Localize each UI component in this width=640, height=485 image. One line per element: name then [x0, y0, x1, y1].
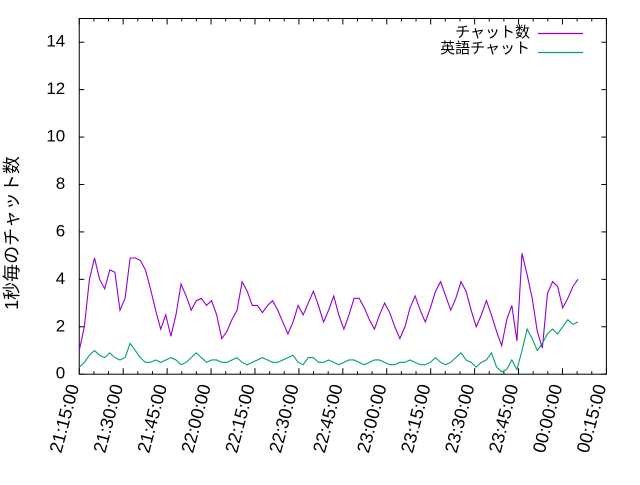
svg-text:0: 0: [56, 364, 65, 383]
svg-text:14: 14: [46, 32, 65, 51]
svg-text:8: 8: [56, 174, 65, 193]
svg-text:12: 12: [46, 79, 65, 98]
svg-text:10: 10: [46, 127, 65, 146]
svg-text:4: 4: [56, 269, 65, 288]
svg-text:2: 2: [56, 316, 65, 335]
svg-text:1秒毎のチャット数: 1秒毎のチャット数: [2, 156, 22, 310]
svg-text:6: 6: [56, 221, 65, 240]
svg-text:英語チャット: 英語チャット: [440, 39, 530, 57]
svg-text:チャット数: チャット数: [455, 24, 530, 41]
